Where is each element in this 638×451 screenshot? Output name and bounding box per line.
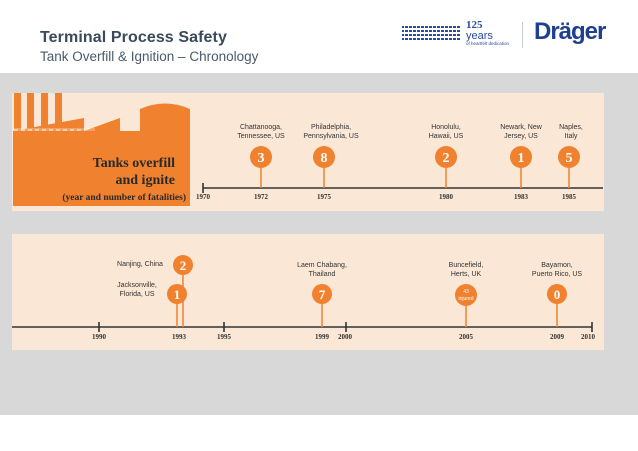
t1-loc1-naples: Naples, xyxy=(559,124,583,131)
t2-year-2005: 2005 xyxy=(459,333,474,341)
t2-count-nanjing: 2 xyxy=(180,258,187,273)
t2-year-2010: 2010 xyxy=(581,333,596,341)
brand-logo: Dräger xyxy=(534,18,606,45)
timeline-1-axis xyxy=(202,183,603,193)
t1-loc1-honolulu: Honolulu, xyxy=(431,124,461,131)
t1-year-1980: 1980 xyxy=(439,193,454,201)
anniversary-tagline: of heartfelt dedication xyxy=(466,41,510,46)
t1-year-1985: 1985 xyxy=(562,193,577,201)
t1-loc1-philadelphia: Philadelphia, xyxy=(311,124,351,131)
t2-loc2-buncefield: Herts, UK xyxy=(451,271,482,278)
t1-year-1975: 1975 xyxy=(317,193,332,201)
t2-event-laem-chabang: 7 Laem Chabang, Thailand xyxy=(297,262,347,327)
anniversary-number: 125 xyxy=(466,19,483,31)
t1-count-newark: 1 xyxy=(518,151,525,166)
t2-event-bayamon: 0 Bayamon, Puerto Rico, US xyxy=(532,262,583,327)
page-title: Terminal Process Safety xyxy=(40,29,227,46)
anniversary-badge: 125 years of heartfelt dedication xyxy=(466,20,509,47)
t2-loc1-bayamon: Bayamon, xyxy=(541,262,573,269)
anniversary-word: years xyxy=(466,30,493,42)
t2-loc1-laem-chabang: Laem Chabang, xyxy=(297,262,347,269)
t2-year-2009: 2009 xyxy=(550,333,565,341)
t1-loc2-chattanooga: Tennessee, US xyxy=(237,133,285,140)
t2-year-1993: 1993 xyxy=(172,333,187,341)
t2-year-2000: 2000 xyxy=(338,333,353,341)
t2-year-1995: 1995 xyxy=(217,333,232,341)
t1-event-philadelphia: 8 Philadelphia, Pennsylvania, US xyxy=(303,124,359,188)
timeline-panel-2 xyxy=(12,234,604,350)
t1-event-chattanooga: 3 Chattanooga, Tennessee, US xyxy=(237,124,285,188)
heading-line-3: (year and number of fatalities) xyxy=(62,192,186,203)
timeline-2-axis xyxy=(12,322,593,332)
t1-year-1972: 1972 xyxy=(254,193,269,201)
t2-year-1999: 1999 xyxy=(315,333,330,341)
t1-loc2-newark: Jersey, US xyxy=(504,133,538,140)
t2-loc2-jacksonville: Florida, US xyxy=(119,291,154,298)
t2-count-laem-chabang: 7 xyxy=(319,287,326,302)
t1-loc1-newark: Newark, New xyxy=(500,124,543,131)
heading-line-1: Tanks overfill xyxy=(93,156,175,171)
factory-illustration xyxy=(13,93,190,206)
t2-year-1990: 1990 xyxy=(92,333,107,341)
t2-loc2-bayamon: Puerto Rico, US xyxy=(532,271,583,278)
t2-loc1-buncefield: Buncefield, xyxy=(449,262,484,269)
t1-year-1970: 1970 xyxy=(196,193,211,201)
t1-loc2-honolulu: Hawaii, US xyxy=(429,133,464,140)
t1-count-philadelphia: 8 xyxy=(321,151,328,166)
anniversary-dots-logo xyxy=(402,25,460,41)
t2-loc2-laem-chabang: Thailand xyxy=(309,271,336,278)
t1-event-naples: 5 Naples, Italy xyxy=(558,124,583,188)
t1-loc1-chattanooga: Chattanooga, xyxy=(240,124,282,131)
t1-count-naples: 5 xyxy=(566,151,573,166)
heading-line-2: and ignite xyxy=(115,173,175,188)
t1-year-1983: 1983 xyxy=(514,193,529,201)
t2-count-bayamon: 0 xyxy=(554,287,561,302)
logo-divider xyxy=(522,22,523,48)
t2-count-buncefield: 43 xyxy=(463,289,469,295)
t2-note-buncefield: injured xyxy=(458,296,473,302)
t1-loc2-philadelphia: Pennsylvania, US xyxy=(303,133,359,140)
t2-loc1-jacksonville: Jacksonville, xyxy=(117,282,157,289)
t1-loc2-naples: Italy xyxy=(565,133,578,140)
t1-count-honolulu: 2 xyxy=(443,151,450,166)
t2-loc1-nanjing: Nanjing, China xyxy=(117,261,163,268)
page-subtitle: Tank Overfill & Ignition – Chronology xyxy=(40,49,259,64)
t2-count-jacksonville: 1 xyxy=(174,287,181,302)
t1-event-newark: 1 Newark, New Jersey, US xyxy=(500,124,543,188)
t1-event-honolulu: 2 Honolulu, Hawaii, US xyxy=(429,124,464,188)
t2-event-buncefield: 43 injured Buncefield, Herts, UK xyxy=(449,262,484,327)
t2-event-jacksonville: 1 Jacksonville, Florida, US xyxy=(117,282,187,327)
t1-count-chattanooga: 3 xyxy=(258,151,265,166)
